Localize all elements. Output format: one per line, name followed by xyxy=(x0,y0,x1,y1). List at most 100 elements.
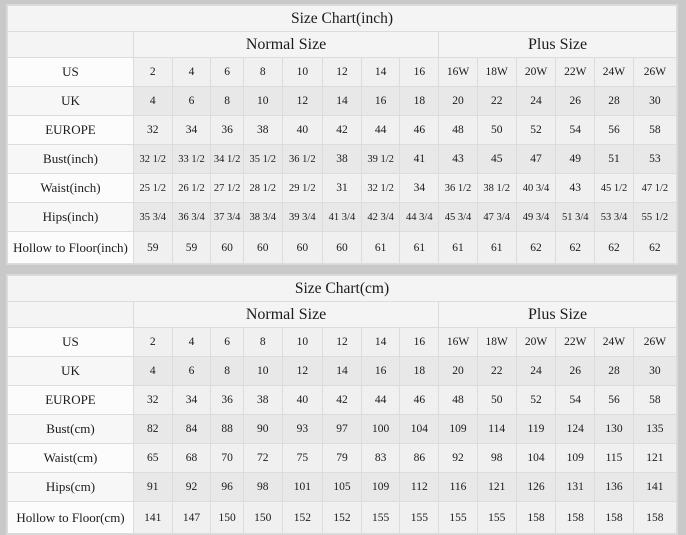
cell-value: 35 1/2 xyxy=(242,144,283,174)
cell-value: 18 xyxy=(399,86,440,116)
cell-value: 82 xyxy=(132,414,173,444)
cell-value: 45 xyxy=(476,144,517,174)
cell-value: 121 xyxy=(632,443,678,473)
cell-value: 61 xyxy=(360,231,401,264)
cell-value: 42 xyxy=(322,115,362,145)
cell-value: 36 3/4 xyxy=(171,202,212,232)
cell-value: 121 xyxy=(476,472,517,502)
cell-value: 62 xyxy=(555,231,596,264)
group-header-row: Normal Size Plus Size xyxy=(7,301,677,328)
cell-value: 38 xyxy=(242,115,283,145)
table-row: UK 4 6 8 10 12 14 16 18 20 22 24 26 28 30 xyxy=(7,86,678,116)
cell-value: 116 xyxy=(438,472,478,502)
cell-value: 6 xyxy=(210,57,244,87)
cell-value: 55 1/2 xyxy=(632,202,678,232)
cell-value: 34 xyxy=(171,385,212,415)
cell-value: 88 xyxy=(210,414,244,444)
cell-value: 141 xyxy=(132,501,173,534)
cell-value: 158 xyxy=(515,501,557,534)
cell-value: 36 xyxy=(210,385,244,415)
cell-value: 39 1/2 xyxy=(360,144,401,174)
size-chart-cm: Size Chart(cm) Normal Size Plus Size US 2 4 6 8… xyxy=(6,274,678,535)
cell-value: 61 xyxy=(476,231,517,264)
cell-value: 61 xyxy=(438,231,478,264)
cell-value: 25 1/2 xyxy=(132,173,173,203)
cell-value: 4 xyxy=(171,327,212,357)
cell-value: 84 xyxy=(171,414,212,444)
cell-value: 24W xyxy=(594,57,634,87)
cell-value: 43 xyxy=(438,144,478,174)
cell-value: 41 xyxy=(399,144,440,174)
cell-value: 31 xyxy=(322,173,362,203)
group-header-normal-size: Normal Size xyxy=(132,31,440,58)
cell-value: 4 xyxy=(171,57,212,87)
cell-value: 26W xyxy=(632,57,678,87)
cell-value: 155 xyxy=(438,501,478,534)
row-label: EUROPE xyxy=(7,385,134,415)
cell-value: 32 xyxy=(132,385,173,415)
cell-value: 62 xyxy=(632,231,678,264)
cell-value: 98 xyxy=(242,472,283,502)
table-row: EUROPE 32 34 36 38 40 42 44 46 48 50 52 54 56 58 xyxy=(7,115,678,145)
table-row: EUROPE 32 34 36 38 40 42 44 46 48 50 52 54 56 58 xyxy=(7,385,678,415)
row-label: Waist(inch) xyxy=(7,173,134,203)
cell-value: 46 xyxy=(399,115,440,145)
cell-value: 109 xyxy=(360,472,401,502)
cell-value: 20 xyxy=(438,356,478,386)
cell-value: 34 1/2 xyxy=(210,144,244,174)
cell-value: 29 1/2 xyxy=(281,173,324,203)
cell-value: 101 xyxy=(281,472,324,502)
cell-value: 72 xyxy=(242,443,283,473)
row-label: Bust(inch) xyxy=(7,144,134,174)
cell-value: 60 xyxy=(242,231,283,264)
table-row: Hollow to Floor(cm) 141 147 150 150 152 152 155… xyxy=(7,501,678,534)
cell-value: 49 3/4 xyxy=(515,202,557,232)
cell-value: 158 xyxy=(594,501,634,534)
cell-value: 109 xyxy=(555,443,596,473)
cell-value: 46 xyxy=(399,385,440,415)
row-label: Hollow to Floor(cm) xyxy=(7,501,134,534)
cell-value: 26 1/2 xyxy=(171,173,212,203)
cell-value: 14 xyxy=(360,57,401,87)
row-label: EUROPE xyxy=(7,115,134,145)
cell-value: 130 xyxy=(594,414,634,444)
cell-value: 45 3/4 xyxy=(438,202,478,232)
cell-value: 44 xyxy=(360,385,401,415)
cell-value: 8 xyxy=(242,57,283,87)
cell-value: 62 xyxy=(515,231,557,264)
cell-value: 12 xyxy=(281,86,324,116)
cell-value: 58 xyxy=(632,385,678,415)
cell-value: 26 xyxy=(555,356,596,386)
cell-value: 2 xyxy=(132,57,173,87)
cell-value: 26 xyxy=(555,86,596,116)
cell-value: 98 xyxy=(476,443,517,473)
cell-value: 114 xyxy=(476,414,517,444)
cell-value: 6 xyxy=(210,327,244,357)
table-row: Hips(inch) 35 3/4 36 3/4 37 3/4 38 3/4 39 3/4… xyxy=(7,202,678,232)
cell-value: 52 xyxy=(515,385,557,415)
cell-value: 10 xyxy=(242,356,283,386)
cell-value: 22 xyxy=(476,86,517,116)
cell-value: 92 xyxy=(438,443,478,473)
cell-value: 86 xyxy=(399,443,440,473)
cell-value: 119 xyxy=(515,414,557,444)
cell-value: 48 xyxy=(438,115,478,145)
cell-value: 53 xyxy=(632,144,678,174)
cell-value: 47 1/2 xyxy=(632,173,678,203)
cell-value: 38 xyxy=(242,385,283,415)
row-label: Bust(cm) xyxy=(7,414,134,444)
cell-value: 4 xyxy=(132,356,173,386)
cell-value: 92 xyxy=(171,472,212,502)
cell-value: 158 xyxy=(632,501,678,534)
cell-value: 60 xyxy=(210,231,244,264)
cell-value: 20W xyxy=(515,57,557,87)
cell-value: 16W xyxy=(438,57,478,87)
cell-value: 34 xyxy=(399,173,440,203)
table-row: Bust(cm) 82 84 88 90 93 97 100 104 109 114 119 124 13… xyxy=(7,414,678,444)
cell-value: 126 xyxy=(515,472,557,502)
cell-value: 65 xyxy=(132,443,173,473)
cell-value: 53 3/4 xyxy=(594,202,634,232)
table-row: Hollow to Floor(inch) 59 59 60 60 60 60 61 61 61 6… xyxy=(7,231,678,264)
group-header-row: Normal Size Plus Size xyxy=(7,31,677,58)
cell-value: 158 xyxy=(555,501,596,534)
